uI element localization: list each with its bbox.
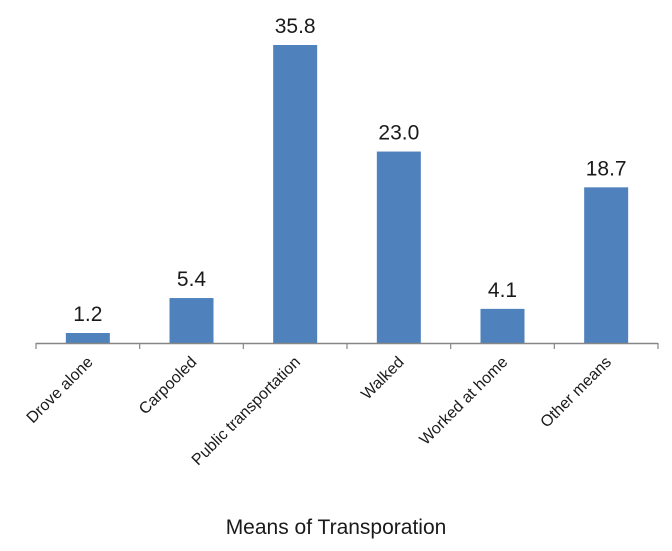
x-tick-label: Walked bbox=[358, 354, 407, 403]
x-tick-label: Other means bbox=[538, 354, 615, 431]
data-label: 35.8 bbox=[275, 15, 316, 38]
data-label: 1.2 bbox=[73, 303, 102, 326]
data-label: 23.0 bbox=[378, 122, 419, 145]
bar-drove-alone bbox=[65, 333, 110, 343]
bar-public-transportation bbox=[273, 45, 318, 343]
x-axis bbox=[35, 342, 659, 349]
data-label: 18.7 bbox=[586, 157, 627, 180]
data-label: 4.1 bbox=[488, 279, 517, 302]
bar-carpooled bbox=[169, 298, 214, 343]
x-tick-label: Drove alone bbox=[24, 354, 97, 427]
bars-layer bbox=[65, 45, 629, 343]
data-labels-layer: 1.2 5.4 35.8 23.0 4.1 18.7 bbox=[73, 15, 626, 326]
x-axis-title: Means of Transporation bbox=[226, 516, 447, 539]
x-tick-label: Worked at home bbox=[417, 354, 512, 449]
bar-other-means bbox=[584, 187, 629, 343]
bar-walked bbox=[376, 151, 421, 343]
bar-worked-at-home bbox=[480, 308, 525, 343]
data-label: 5.4 bbox=[177, 268, 207, 291]
x-tick-label: Carpooled bbox=[136, 354, 200, 418]
x-tick-label: Public transportation bbox=[189, 354, 304, 469]
